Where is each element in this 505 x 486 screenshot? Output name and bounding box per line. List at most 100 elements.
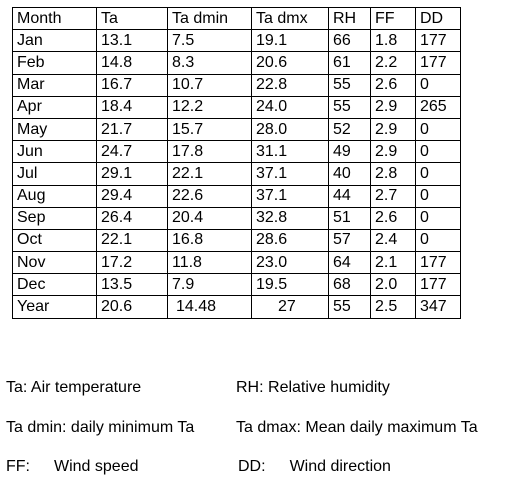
cell-ff: 2.6 — [370, 206, 416, 230]
cell-ff: 2.2 — [370, 51, 416, 75]
cell-dd: 0 — [415, 228, 461, 253]
cell-ta: 20.6 — [96, 295, 168, 319]
legend-tadmin-abbr: Ta dmin: — [6, 419, 67, 436]
cell-ff: 1.8 — [370, 29, 416, 53]
cell-ta: 14.8 — [96, 51, 168, 75]
cell-month: Mar — [12, 73, 97, 97]
cell-month: Dec — [12, 273, 97, 297]
table-row: Nov 17.2 11.8 23.0 64 2.1 177 — [12, 251, 461, 275]
cell-ff: 2.1 — [370, 251, 416, 275]
cell-month: Oct — [12, 228, 97, 253]
column-header-month: Month — [12, 6, 97, 31]
cell-rh: 68 — [328, 273, 371, 297]
cell-dd: 0 — [415, 140, 461, 164]
legend-tadmax: Ta dmax: Mean daily maximum Ta — [236, 418, 478, 438]
cell-month: Jan — [12, 29, 97, 53]
cell-ta: 29.1 — [96, 162, 168, 186]
legend-tadmin-text: daily minimum Ta — [70, 419, 195, 436]
table-row: Apr 18.4 12.2 24.0 55 2.9 265 — [12, 95, 461, 119]
legend-ta-abbr: Ta: — [6, 379, 28, 396]
column-header-ta-dmx: Ta dmx — [251, 6, 329, 31]
cell-dd: 177 — [415, 273, 461, 297]
cell-ta-dmin: 10.7 — [167, 73, 252, 97]
legend-dd-text: Wind direction — [289, 458, 391, 475]
cell-month: Feb — [12, 51, 97, 75]
climate-table: Month Ta Ta dmin Ta dmx RH FF DD Jan 13.1… — [12, 6, 461, 319]
cell-rh: 57 — [328, 228, 371, 253]
cell-dd: 265 — [415, 95, 461, 119]
cell-rh: 61 — [328, 51, 371, 75]
cell-rh: 44 — [328, 184, 371, 208]
cell-ta-dmin: 20.4 — [167, 206, 252, 230]
cell-rh: 40 — [328, 162, 371, 186]
legend-rh: RH: Relative humidity — [236, 378, 390, 398]
cell-ta-dmx: 20.6 — [251, 51, 329, 75]
table-row: May 21.7 15.7 28.0 52 2.9 0 — [12, 117, 461, 142]
table-row: Sep 26.4 20.4 32.8 51 2.6 0 — [12, 206, 461, 230]
legend-tadmax-abbr: Ta dmax: — [236, 419, 301, 436]
cell-dd: 347 — [415, 295, 461, 319]
column-header-dd: DD — [415, 6, 461, 31]
column-header-ff: FF — [370, 6, 416, 31]
cell-ta-dmx: 22.8 — [251, 73, 329, 97]
legend-ff-abbr: FF: — [6, 458, 30, 475]
cell-month: Sep — [12, 206, 97, 230]
legend-ff-text: Wind speed — [54, 458, 139, 475]
legend-ta: Ta: Air temperature — [6, 378, 141, 398]
column-header-rh: RH — [328, 6, 371, 31]
cell-ta: 26.4 — [96, 206, 168, 230]
cell-ta-dmx: 27 — [251, 295, 329, 319]
legend-dd-abbr: DD: — [238, 458, 266, 475]
legend-dd: DD: Wind direction — [238, 457, 391, 477]
cell-month: Nov — [12, 251, 97, 275]
cell-ff: 2.6 — [370, 73, 416, 97]
cell-ta-dmin: 22.1 — [167, 162, 252, 186]
cell-ta-dmx: 24.0 — [251, 95, 329, 119]
cell-ta-dmin: 15.7 — [167, 117, 252, 142]
cell-ff: 2.0 — [370, 273, 416, 297]
cell-dd: 0 — [415, 73, 461, 97]
cell-month: Jul — [12, 162, 97, 186]
cell-ta: 22.1 — [96, 228, 168, 253]
cell-ta-dmx: 37.1 — [251, 184, 329, 208]
cell-month: May — [12, 117, 97, 142]
cell-ta-dmx: 23.0 — [251, 251, 329, 275]
table-row: Mar 16.7 10.7 22.8 55 2.6 0 — [12, 73, 461, 97]
cell-ff: 2.4 — [370, 228, 416, 253]
table-row: Jan 13.1 7.5 19.1 66 1.8 177 — [12, 29, 461, 53]
cell-ta-dmin: 8.3 — [167, 51, 252, 75]
cell-ta: 13.1 — [96, 29, 168, 53]
cell-dd: 0 — [415, 206, 461, 230]
cell-rh: 52 — [328, 117, 371, 142]
cell-ff: 2.5 — [370, 295, 416, 319]
legend-tadmin: Ta dmin: daily minimum Ta — [6, 418, 194, 438]
cell-dd: 0 — [415, 184, 461, 208]
table-row: Feb 14.8 8.3 20.6 61 2.2 177 — [12, 51, 461, 75]
table-row: Jul 29.1 22.1 37.1 40 2.8 0 — [12, 162, 461, 186]
cell-ta-dmx: 28.0 — [251, 117, 329, 142]
cell-ta-dmx: 19.1 — [251, 29, 329, 53]
table-body: Jan 13.1 7.5 19.1 66 1.8 177 Feb 14.8 8.3 20.6 61 2.… — [12, 29, 461, 319]
cell-ta-dmx: 32.8 — [251, 206, 329, 230]
cell-dd: 0 — [415, 162, 461, 186]
cell-ta-dmx: 31.1 — [251, 140, 329, 164]
cell-ta: 13.5 — [96, 273, 168, 297]
legend-ff: FF: Wind speed — [6, 457, 139, 477]
cell-ta: 21.7 — [96, 117, 168, 142]
table-row: Year 20.6 14.48 27 55 2.5 347 — [12, 295, 461, 319]
legend-ta-text: Air temperature — [30, 379, 142, 396]
cell-dd: 177 — [415, 251, 461, 275]
legend-rh-abbr: RH: — [236, 379, 264, 396]
legend-tadmax-text: Mean daily maximum Ta — [305, 419, 478, 436]
cell-dd: 177 — [415, 29, 461, 53]
table-row: Aug 29.4 22.6 37.1 44 2.7 0 — [12, 184, 461, 208]
cell-ff: 2.9 — [370, 140, 416, 164]
cell-ta-dmin: 11.8 — [167, 251, 252, 275]
cell-dd: 0 — [415, 117, 461, 142]
cell-ff: 2.8 — [370, 162, 416, 186]
column-header-ta-dmin: Ta dmin — [167, 6, 252, 31]
cell-month: Jun — [12, 140, 97, 164]
cell-ta: 24.7 — [96, 140, 168, 164]
cell-ff: 2.9 — [370, 95, 416, 119]
cell-ta-dmin: 12.2 — [167, 95, 252, 119]
